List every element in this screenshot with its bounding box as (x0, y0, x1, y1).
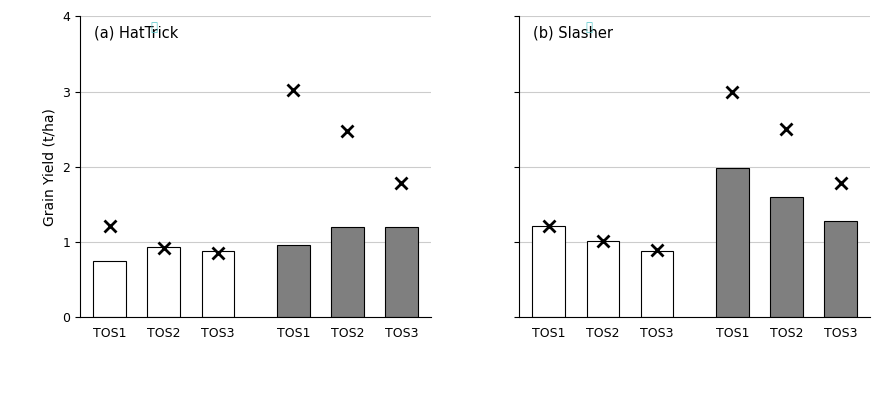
Text: (a) HatTrick: (a) HatTrick (94, 25, 178, 40)
Bar (640, 251, 673, 317)
Bar (533, 225, 565, 317)
Bar (770, 197, 803, 317)
Text: ⓘ: ⓘ (151, 21, 158, 34)
Text: ⓘ: ⓘ (585, 21, 592, 34)
Bar (824, 221, 857, 317)
Bar (717, 168, 749, 317)
Y-axis label: Grain Yield (t/ha): Grain Yield (t/ha) (43, 108, 57, 226)
Text: (b) Slasher: (b) Slasher (533, 25, 613, 40)
Bar (331, 227, 363, 317)
Bar (277, 245, 310, 317)
Bar (93, 261, 126, 317)
Bar (587, 241, 619, 317)
Bar (202, 251, 234, 317)
Bar (147, 247, 180, 317)
Bar (385, 227, 417, 317)
